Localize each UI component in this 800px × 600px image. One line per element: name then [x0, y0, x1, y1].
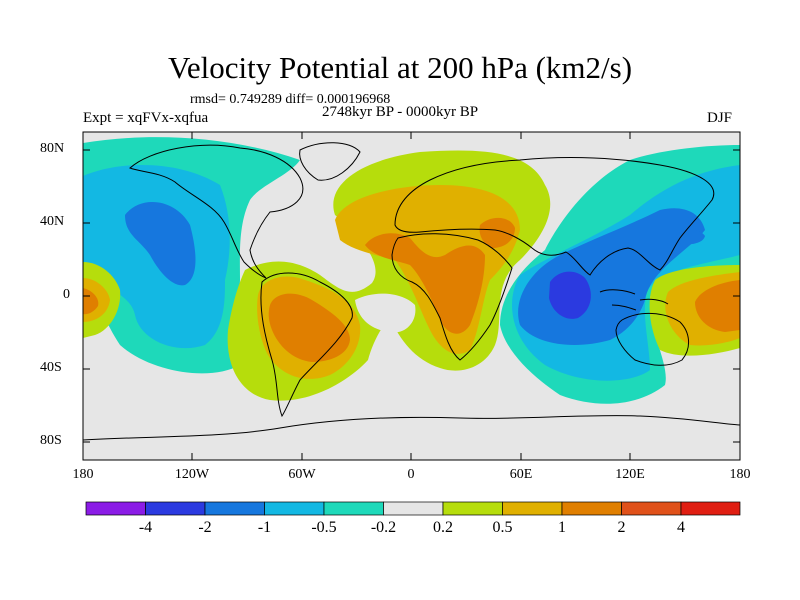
colorbar-box-4 [264, 501, 325, 516]
coast-australia [615, 313, 689, 366]
colorbar-label: -1 [257, 519, 272, 536]
lon-label-120w: 120W [174, 467, 210, 482]
neg-region-pacific-west-small [675, 230, 705, 245]
colorbar-box-7 [442, 501, 503, 516]
pos-region-pacific-west-core [695, 280, 740, 332]
lat-label-80n: 80N [40, 141, 65, 156]
period-label: 2748kyr BP - 0000kyr BP [322, 104, 479, 120]
coast-south-america [260, 272, 353, 418]
colorbar-label: -0.2 [370, 519, 397, 536]
colorbar-label: -0.5 [311, 519, 337, 536]
pos-region-samerica-inner [268, 293, 350, 362]
colorbar-label: -4 [138, 519, 153, 536]
coast-indonesia [599, 289, 669, 311]
experiment-label: Expt = xqFVx-xqfua [83, 110, 209, 126]
colorbar-box-5 [323, 501, 384, 516]
coast-antarctica [83, 415, 740, 441]
pos-region-africa-inner [365, 233, 485, 334]
colorbar-box-3 [204, 501, 265, 516]
pos-region-atlantic-hole [355, 293, 416, 333]
colorbar-label: -2 [198, 519, 212, 536]
coast-north-america [129, 144, 304, 279]
colorbar [85, 501, 741, 516]
colorbar-label: 4 [677, 519, 685, 536]
coast-africa [391, 233, 513, 361]
coast-europe-asia [394, 157, 715, 276]
neg-region-pacific-inner [125, 202, 196, 286]
chart-title: Velocity Potential at 200 hPa (km2/s) [167, 50, 633, 85]
colorbar-box-8 [502, 501, 563, 516]
contour-field [83, 132, 740, 460]
pos-region-pacific-east-edge-core [83, 288, 99, 315]
colorbar-box-6 [383, 501, 444, 516]
colorbar-label: 0.2 [433, 519, 453, 536]
colorbar-box-11 [680, 501, 741, 516]
season-label: DJF [707, 110, 733, 126]
lon-label-0: 0 [407, 467, 415, 482]
lat-label-40s: 40S [40, 360, 62, 375]
colorbar-box-9 [561, 501, 622, 516]
lat-label-40n: 40N [40, 214, 65, 229]
pos-region-arabia-inner [479, 217, 515, 248]
colorbar-box-1 [85, 501, 146, 516]
axis-ticks [83, 132, 740, 460]
colorbar-label: 1 [558, 519, 566, 536]
lat-label-0: 0 [63, 287, 70, 302]
coast-greenland [299, 142, 361, 181]
lat-label-80s: 80S [40, 433, 62, 448]
colorbar-box-10 [621, 501, 682, 516]
lon-label-180w: 180 [72, 467, 94, 482]
colorbar-label: 0.5 [492, 519, 513, 536]
lon-label-120e: 120E [615, 467, 645, 482]
neg-region-indo-core [549, 271, 591, 319]
stats-line: rmsd= 0.749289 diff= 0.000196968 [190, 92, 391, 107]
colorbar-label: 2 [617, 519, 626, 536]
lon-label-60w: 60W [288, 467, 316, 482]
colorbar-box-2 [145, 501, 206, 516]
lon-label-60e: 60E [509, 467, 533, 482]
coastlines [83, 142, 740, 441]
lon-label-180e: 180 [729, 467, 751, 482]
